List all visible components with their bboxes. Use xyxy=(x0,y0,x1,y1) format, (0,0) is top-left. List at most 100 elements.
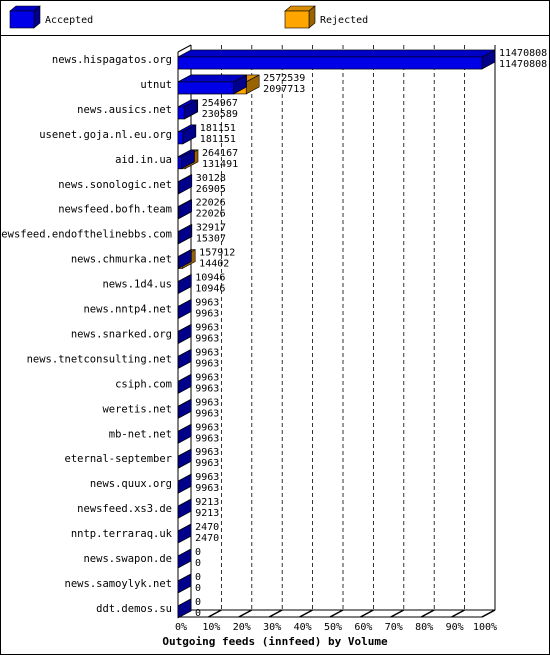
y-tick-label: mb-net.net xyxy=(109,428,172,440)
y-tick-label: newsfeed.endofthelinebbs.com xyxy=(0,229,172,241)
value-label: 0 xyxy=(195,558,201,569)
value-label: 9963 xyxy=(195,333,219,344)
value-label: 0 xyxy=(195,547,201,558)
bar-accepted xyxy=(177,149,195,170)
value-label: 22026 xyxy=(196,198,226,209)
value-label: 0 xyxy=(195,583,201,594)
value-label: 2470 xyxy=(195,533,219,544)
tick-mark xyxy=(420,609,435,618)
tick-mark xyxy=(208,609,222,618)
value-label: 14402 xyxy=(199,259,229,270)
y-tick-label: usenet.goja.nl.eu.org xyxy=(39,129,172,141)
bar-accepted xyxy=(177,249,192,270)
y-tick-label: news.1d4.us xyxy=(102,279,172,291)
value-label: 26905 xyxy=(196,184,226,195)
value-label: 9213 xyxy=(195,497,219,508)
x-tick-label: 80% xyxy=(415,622,433,633)
x-tick-label: 20% xyxy=(233,622,251,633)
bar-accepted xyxy=(177,49,496,70)
bar-accepted xyxy=(177,548,192,569)
value-label: 9963 xyxy=(195,298,219,309)
value-label: 181151 xyxy=(200,123,236,134)
x-tick-label: 0% xyxy=(175,622,187,633)
x-tick-label: 40% xyxy=(294,622,312,633)
y-tick-label: eternal-september xyxy=(65,453,172,465)
bar-accepted-side xyxy=(177,598,192,619)
bar-accepted xyxy=(177,323,192,344)
bar-accepted xyxy=(177,174,193,195)
value-label: 264167 xyxy=(202,148,238,159)
value-label: 2097713 xyxy=(263,84,305,95)
y-tick-label: ddt.demos.su xyxy=(96,603,172,615)
bar-accepted xyxy=(177,224,192,245)
value-label: 9963 xyxy=(195,422,219,433)
y-tick-label: csiph.com xyxy=(115,378,172,390)
value-label: 9963 xyxy=(195,408,219,419)
value-label: 9213 xyxy=(195,508,219,519)
value-label: 9963 xyxy=(195,358,219,369)
y-tick-label: newsfeed.bofh.team xyxy=(58,204,172,216)
legend-front xyxy=(284,10,310,29)
bar-accepted xyxy=(177,99,198,120)
bar-accepted-front xyxy=(177,106,185,120)
y-tick-label: aid.in.ua xyxy=(115,154,172,166)
value-label: 2470 xyxy=(195,522,219,533)
legend-swatch xyxy=(284,5,316,29)
value-label: 9963 xyxy=(195,447,219,458)
value-label: 131491 xyxy=(202,159,238,170)
bar-accepted xyxy=(177,498,192,519)
tick-mark xyxy=(360,609,374,618)
bar-accepted-front xyxy=(177,56,483,70)
y-tick-label: news.samoylyk.net xyxy=(65,578,172,590)
y-tick-label: nntp.terraraq.uk xyxy=(71,528,173,540)
y-tick-label: news.tnetconsulting.net xyxy=(27,353,172,365)
y-tick-label: news.ausics.net xyxy=(77,104,172,116)
value-label: 9963 xyxy=(195,472,219,483)
tick-mark xyxy=(329,609,344,618)
value-label: 181151 xyxy=(200,134,236,145)
bar-accepted-front xyxy=(177,81,234,95)
legend-front xyxy=(9,10,35,29)
bar-accepted xyxy=(177,448,192,469)
value-label: 9963 xyxy=(195,483,219,494)
value-label: 0 xyxy=(195,572,201,583)
bar-accepted-front xyxy=(177,206,179,219)
value-label: 157912 xyxy=(199,248,235,259)
bar-accepted xyxy=(177,274,192,295)
value-label: 230589 xyxy=(202,109,238,120)
y-tick-label: news.snarked.org xyxy=(71,328,172,340)
x-tick-label: 70% xyxy=(385,622,403,633)
value-label: 9963 xyxy=(195,309,219,320)
tick-mark xyxy=(481,609,496,618)
x-tick-label: 50% xyxy=(324,622,342,633)
value-label: 9963 xyxy=(195,458,219,469)
bar-accepted-side xyxy=(177,548,192,569)
legend-label: Accepted xyxy=(45,15,93,26)
value-label: 9963 xyxy=(195,322,219,333)
wall-top-left xyxy=(177,44,192,53)
x-tick-label: 10% xyxy=(202,622,220,633)
value-label: 254967 xyxy=(202,98,238,109)
y-tick-label: news.quux.org xyxy=(90,478,172,490)
x-axis-title: Outgoing feeds (innfeed) by Volume xyxy=(162,635,388,648)
bar-accepted xyxy=(177,598,192,619)
bar-accepted-side xyxy=(177,573,192,594)
legend-swatch xyxy=(9,5,41,29)
bar-accepted-front xyxy=(177,181,180,195)
value-label: 11470808 xyxy=(499,59,547,70)
bar-accepted xyxy=(177,298,192,320)
tick-mark xyxy=(299,609,313,618)
bar-accepted xyxy=(177,523,192,544)
value-label: 9963 xyxy=(195,397,219,408)
value-label: 30128 xyxy=(196,173,226,184)
y-tick-label: news.sonologic.net xyxy=(58,179,172,191)
bar-accepted xyxy=(177,74,247,95)
value-label: 11470808 xyxy=(499,48,547,59)
value-label: 2572539 xyxy=(263,73,305,84)
bar-accepted xyxy=(177,124,197,145)
value-label: 22026 xyxy=(196,209,226,220)
value-label: 0 xyxy=(195,597,201,608)
bar-accepted xyxy=(177,423,192,444)
